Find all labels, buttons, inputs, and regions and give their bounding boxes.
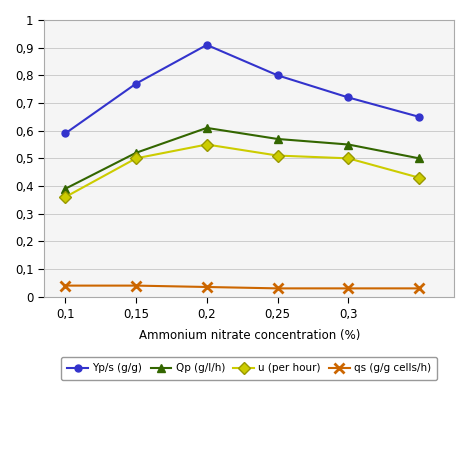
- Qp (g/l/h): [416, 155, 422, 161]
- Qp (g/l/h): [204, 125, 210, 131]
- Qp (g/l/h): [133, 150, 139, 155]
- qs (g/g cells/h): [275, 285, 281, 291]
- Yp/s (g/g): [204, 42, 210, 48]
- Yp/s (g/g): [275, 73, 281, 78]
- Yp/s (g/g): [416, 114, 422, 119]
- u (per hour): [275, 153, 281, 158]
- Qp (g/l/h): [346, 142, 351, 147]
- Yp/s (g/g): [63, 131, 68, 137]
- Legend: Yp/s (g/g), Qp (g/l/h), u (per hour), qs (g/g cells/h): Yp/s (g/g), Qp (g/l/h), u (per hour), qs…: [61, 357, 438, 380]
- u (per hour): [346, 155, 351, 161]
- u (per hour): [204, 142, 210, 147]
- Yp/s (g/g): [133, 81, 139, 86]
- Line: u (per hour): u (per hour): [61, 140, 423, 201]
- u (per hour): [63, 194, 68, 200]
- Line: Yp/s (g/g): Yp/s (g/g): [62, 41, 423, 137]
- qs (g/g cells/h): [416, 285, 422, 291]
- Line: qs (g/g cells/h): qs (g/g cells/h): [60, 281, 424, 293]
- qs (g/g cells/h): [346, 285, 351, 291]
- Yp/s (g/g): [346, 95, 351, 100]
- Qp (g/l/h): [63, 186, 68, 191]
- qs (g/g cells/h): [63, 283, 68, 289]
- Line: Qp (g/l/h): Qp (g/l/h): [61, 124, 423, 193]
- X-axis label: Ammonium nitrate concentration (%): Ammonium nitrate concentration (%): [138, 329, 360, 342]
- qs (g/g cells/h): [133, 283, 139, 289]
- qs (g/g cells/h): [204, 284, 210, 290]
- u (per hour): [416, 175, 422, 181]
- u (per hour): [133, 155, 139, 161]
- Qp (g/l/h): [275, 136, 281, 142]
